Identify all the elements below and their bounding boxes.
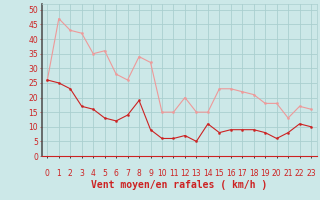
X-axis label: Vent moyen/en rafales ( km/h ): Vent moyen/en rafales ( km/h ) [91, 180, 267, 190]
